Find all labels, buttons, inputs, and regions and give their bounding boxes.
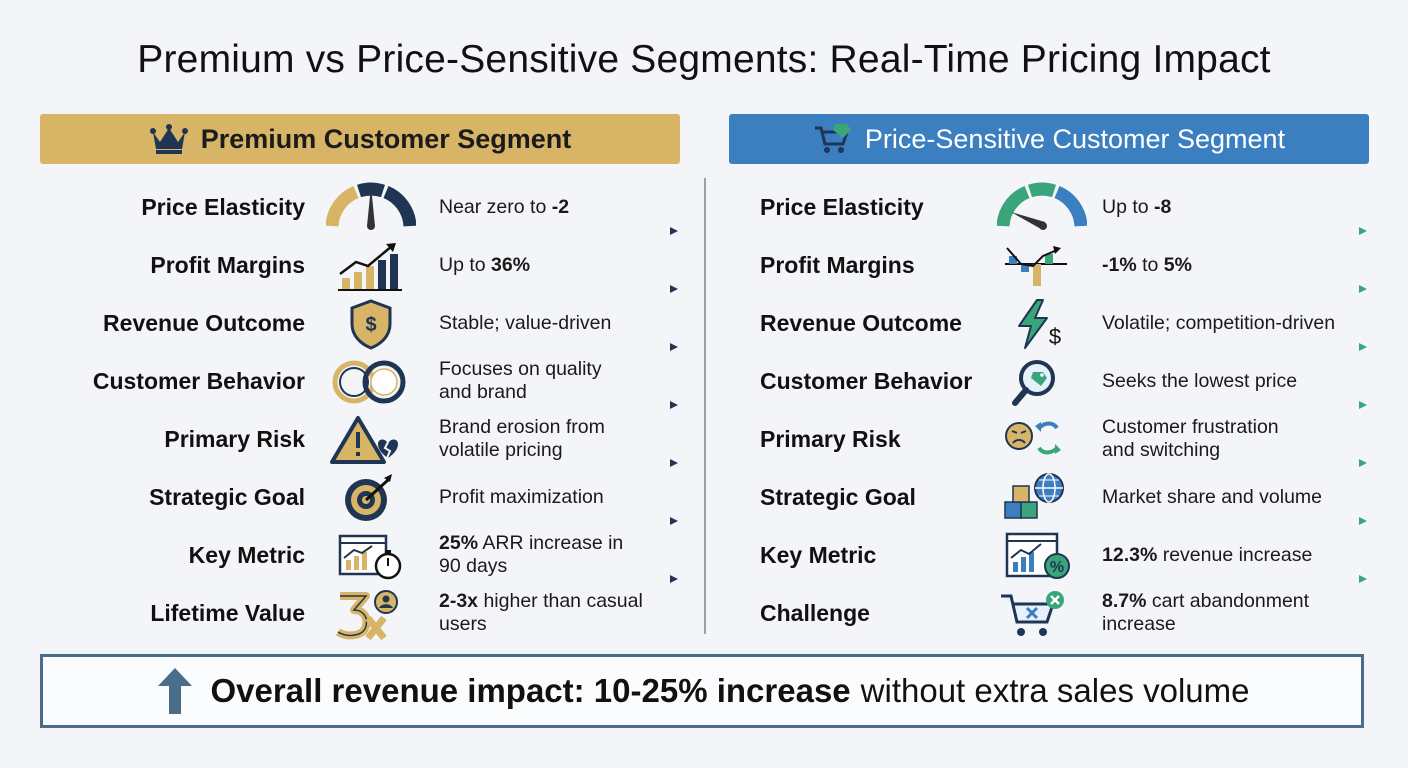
row-arrow-line	[40, 285, 678, 293]
row-arrow-line	[40, 227, 678, 235]
3x-user-icon	[326, 588, 416, 641]
row-value: -1% to 5%	[1102, 253, 1192, 276]
magnify-tag-icon	[997, 356, 1087, 408]
price-sensitive-header-label: Price-Sensitive Customer Segment	[864, 123, 1286, 154]
price-sensitive-panel: Price-Sensitive Customer Segment Price E…	[729, 114, 1369, 636]
row-value: 12.3% revenue increase	[1102, 543, 1313, 566]
sensitive-row-customer-behavior: Customer Behavior Seeks the lowest price	[729, 352, 1369, 410]
row-label: Primary Risk	[164, 425, 305, 452]
premium-row-revenue-outcome: Revenue Outcome $ Stable; value-driven	[40, 294, 680, 352]
chart-percent-icon: %	[997, 530, 1087, 582]
row-value: Up to -8	[1102, 195, 1172, 218]
row-label: Revenue Outcome	[103, 309, 305, 336]
row-label: Key Metric	[760, 541, 877, 568]
sensitive-row-challenge: Challenge 8.7% cart abandonment increase	[729, 584, 1369, 642]
row-label: Revenue Outcome	[760, 309, 962, 336]
row-value: Up to 36%	[439, 253, 531, 276]
row-value: Seeks the lowest price	[1102, 369, 1298, 392]
panel-divider	[704, 178, 706, 634]
premium-panel: Premium Customer Segment Price Elasticit…	[40, 114, 680, 641]
row-label: Lifetime Value	[150, 599, 305, 626]
row-arrow-line	[729, 343, 1367, 351]
sensitive-row-primary-risk: Primary Risk Customer frustration and swi…	[729, 410, 1369, 468]
sensitive-row-revenue-outcome: Revenue Outcome $ Volatile; competition-…	[729, 294, 1369, 352]
row-label: Customer Behavior	[92, 367, 305, 394]
row-value: Near zero to -2	[439, 195, 570, 218]
premium-row-strategic-goal: Strategic Goal Profit maximization	[40, 468, 680, 526]
banner-strong-text: Overall revenue impact: 10-25% increase	[210, 672, 851, 709]
premium-row-profit-margins: Profit Margins Up to 36%	[40, 236, 680, 294]
row-label: Price Elasticity	[141, 193, 305, 220]
row-label: Challenge	[760, 599, 870, 626]
row-arrow-line	[40, 401, 678, 409]
gauge-icon	[325, 182, 417, 234]
sensitive-row-price-elasticity: Price Elasticity Up to -8	[729, 178, 1369, 236]
row-arrow-line	[729, 459, 1367, 467]
volatile-bars-icon	[997, 240, 1087, 292]
svg-text:$: $	[365, 314, 376, 336]
boxes-globe-icon	[997, 472, 1087, 524]
premium-row-key-metric: Key Metric 25% ARR increase in 90 days	[40, 526, 680, 584]
quality-rings-icon	[326, 356, 416, 408]
row-arrow-line	[729, 227, 1367, 235]
premium-header: Premium Customer Segment	[40, 114, 680, 164]
row-arrow-line	[40, 575, 678, 583]
target-icon	[326, 472, 416, 524]
frustrated-switch-icon	[997, 414, 1087, 466]
row-value: Customer frustration and switching	[1102, 416, 1279, 461]
arrow-up-icon	[158, 668, 193, 714]
row-arrow-line	[40, 343, 678, 351]
row-value: Profit maximization	[439, 485, 604, 508]
row-label: Customer Behavior	[760, 367, 973, 394]
row-value: 2-3x higher than casual users	[439, 590, 643, 635]
row-arrow-line	[40, 517, 678, 525]
premium-row-primary-risk: Primary Risk Brand erosion from volatile …	[40, 410, 680, 468]
premium-row-lifetime-value: Lifetime Value 2-3x higher than casual us…	[40, 584, 680, 642]
row-value: Focuses on quality and brand	[439, 358, 602, 403]
sensitive-row-strategic-goal: Strategic Goal Market share and volume	[729, 468, 1369, 526]
row-label: Price Elasticity	[760, 193, 924, 220]
row-arrow-line	[729, 401, 1367, 409]
row-value: Brand erosion from volatile pricing	[439, 416, 605, 461]
row-arrow-line	[40, 459, 678, 467]
row-arrow-line	[729, 517, 1367, 525]
price-sensitive-header: Price-Sensitive Customer Segment	[729, 114, 1369, 164]
sensitive-row-key-metric: Key Metric % 12.3% revenue increase	[729, 526, 1369, 584]
row-label: Key Metric	[188, 541, 305, 568]
gauge-icon	[996, 182, 1088, 234]
premium-row-price-elasticity: Price Elasticity Near zero to -2	[40, 178, 680, 236]
premium-header-label: Premium Customer Segment	[200, 123, 572, 154]
svg-text:$: $	[1049, 324, 1061, 349]
row-value: 8.7% cart abandonment increase	[1102, 590, 1310, 635]
svg-text:%: %	[1050, 559, 1064, 576]
row-arrow-line	[729, 285, 1367, 293]
row-label: Strategic Goal	[149, 483, 305, 510]
row-label: Profit Margins	[760, 251, 915, 278]
row-value: 25% ARR increase in 90 days	[439, 532, 624, 577]
sensitive-row-profit-margins: Profit Margins -1% to 5%	[729, 236, 1369, 294]
premium-row-customer-behavior: Customer Behavior Focuses on quality and …	[40, 352, 680, 410]
cart-x-icon	[997, 588, 1087, 640]
row-value: Stable; value-driven	[439, 311, 612, 334]
row-label: Profit Margins	[150, 251, 305, 278]
row-label: Strategic Goal	[760, 483, 916, 510]
row-value: Market share and volume	[1102, 485, 1323, 508]
cart-tag-icon	[813, 122, 853, 156]
row-arrow-line	[729, 575, 1367, 583]
page-title: Premium vs Price-Sensitive Segments: Rea…	[137, 38, 1271, 81]
row-value: Volatile; competition-driven	[1102, 311, 1336, 334]
row-label: Primary Risk	[760, 425, 901, 452]
lightning-dollar-icon: $	[997, 298, 1087, 350]
banner-rest-text: without extra sales volume	[860, 672, 1250, 709]
chart-stopwatch-icon	[326, 530, 416, 582]
summary-banner: Overall revenue impact: 10-25% increase …	[40, 654, 1364, 728]
crown-icon	[149, 122, 189, 156]
